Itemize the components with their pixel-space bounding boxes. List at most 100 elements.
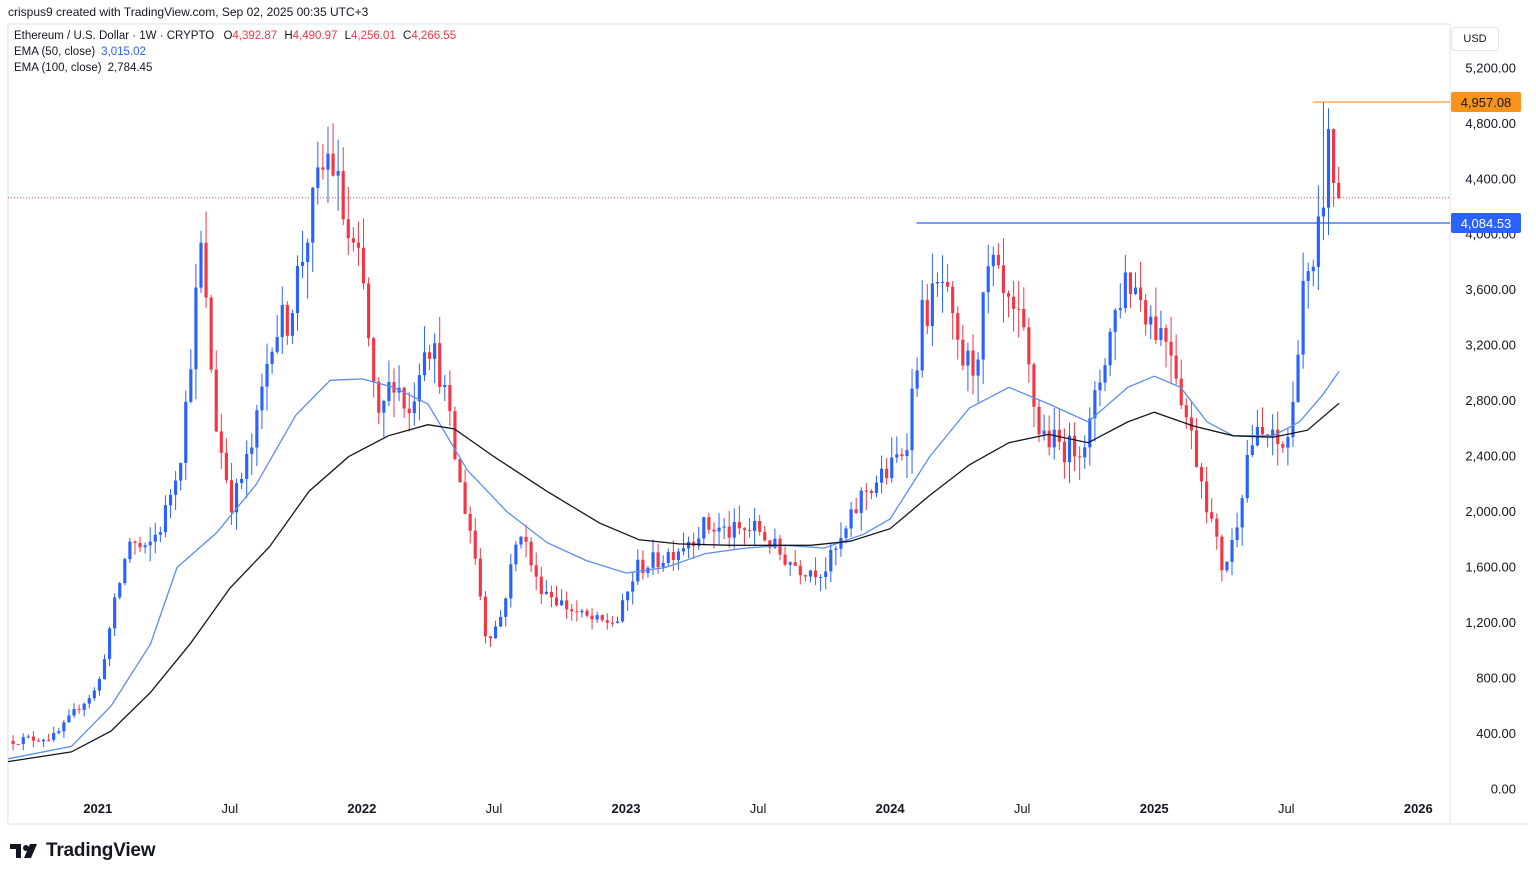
- candle-body: [72, 709, 76, 716]
- legend-symbol[interactable]: Ethereum / U.S. Dollar · 1W · CRYPTO: [14, 30, 215, 42]
- candle-body: [62, 722, 66, 732]
- x-tick-label: 2021: [83, 801, 112, 816]
- candle-body: [102, 659, 107, 680]
- chart-legend: Ethereum / U.S. Dollar · 1W · CRYPTO O4,…: [14, 28, 460, 76]
- candle-body: [910, 388, 914, 451]
- candle-body: [224, 452, 228, 481]
- candle-body: [427, 352, 432, 359]
- candle-body: [219, 431, 223, 453]
- candle-body: [549, 591, 554, 598]
- candle-body: [605, 620, 609, 623]
- candle-body: [1118, 308, 1122, 311]
- candle-body: [1001, 265, 1006, 294]
- tradingview-logo[interactable]: TradingView: [10, 838, 156, 864]
- chart-attribution: crispus9 created with TradingView.com, S…: [8, 5, 369, 19]
- candle-body: [377, 381, 381, 413]
- candle-body: [138, 542, 142, 548]
- candle-body: [1215, 518, 1219, 537]
- candle-body: [189, 369, 193, 402]
- candle-body: [184, 401, 188, 463]
- x-tick-label: 2023: [612, 801, 641, 816]
- legend-ema100-label: EMA (100, close): [14, 62, 102, 74]
- candle-body: [656, 552, 660, 568]
- candle-body: [57, 731, 61, 733]
- candle-body: [493, 626, 498, 639]
- y-tick-label: 2,000.00: [1465, 504, 1516, 519]
- candle-body: [1159, 327, 1163, 341]
- candle-body: [707, 517, 711, 530]
- candle-body: [590, 615, 594, 620]
- candle-body: [1240, 498, 1244, 528]
- candle-body: [981, 292, 985, 360]
- candle-body: [382, 400, 386, 413]
- candle-body: [722, 526, 726, 528]
- candle-body: [885, 468, 889, 479]
- candle-body: [1078, 456, 1082, 458]
- candle-body: [768, 540, 772, 548]
- y-tick-label: 5,200.00: [1465, 60, 1516, 75]
- candle-body: [631, 581, 635, 592]
- legend-ema100-row[interactable]: EMA (100, close) 2,784.45: [14, 60, 460, 76]
- candle-body: [417, 375, 421, 402]
- candle-body: [747, 530, 752, 532]
- candle-body: [1072, 435, 1077, 457]
- candle-body: [534, 565, 538, 577]
- legend-ohlc-row: Ethereum / U.S. Dollar · 1W · CRYPTO O4,…: [14, 28, 460, 44]
- candle-body: [626, 591, 630, 601]
- candle-body: [67, 715, 71, 723]
- legend-open-value: 4,392.87: [232, 30, 278, 42]
- candle-body: [595, 615, 599, 620]
- candle-body: [1164, 327, 1168, 342]
- candle-body: [1093, 390, 1097, 419]
- candle-body: [41, 739, 46, 742]
- candle-body: [1220, 536, 1224, 571]
- candle-body: [514, 544, 518, 565]
- candle-body: [153, 534, 157, 542]
- candle-body: [666, 552, 670, 564]
- candle-body: [524, 536, 528, 542]
- candle-body: [92, 690, 96, 699]
- legend-low-value: 4,256.01: [351, 30, 396, 42]
- candle-body: [742, 528, 747, 531]
- candle-body: [1088, 418, 1092, 448]
- currency-button[interactable]: USD: [1451, 27, 1499, 51]
- x-tick-label: 2022: [347, 801, 376, 816]
- y-tick-label: 4,800.00: [1465, 116, 1516, 131]
- x-tick-label: Jul: [486, 801, 503, 816]
- candle-body: [361, 247, 366, 284]
- candle-body: [179, 462, 183, 481]
- plot-frame: [7, 23, 1451, 825]
- candle-body: [1144, 300, 1148, 325]
- candle-body: [773, 538, 777, 548]
- candle-body: [996, 254, 1000, 266]
- candle-body: [356, 242, 361, 248]
- candle-body: [1184, 405, 1188, 418]
- candle-body: [1154, 316, 1158, 341]
- candle-body: [849, 509, 853, 529]
- candle-body: [1326, 129, 1331, 208]
- candle-body: [1103, 365, 1107, 383]
- candle-body: [143, 545, 147, 548]
- candle-body: [16, 743, 20, 745]
- legend-ema50-row[interactable]: EMA (50, close) 3,015.02: [14, 44, 460, 60]
- candle-body: [554, 597, 559, 606]
- candle-body: [712, 529, 716, 532]
- candle-body: [879, 468, 884, 483]
- candle-body: [758, 520, 762, 532]
- candle-body: [11, 740, 15, 744]
- candle-body: [1083, 447, 1087, 458]
- candle-body: [168, 494, 173, 506]
- x-tick-label: Jul: [222, 801, 239, 816]
- candle-body: [1174, 355, 1178, 379]
- candle-body: [478, 558, 482, 597]
- candle-body: [539, 576, 543, 595]
- candle-body: [488, 636, 493, 639]
- candle-body: [275, 337, 279, 352]
- candle-body: [1113, 310, 1117, 332]
- candle-body: [473, 530, 477, 559]
- candle-body: [925, 300, 929, 327]
- candle-body: [920, 300, 924, 371]
- candle-body: [580, 610, 584, 613]
- candle-body: [280, 305, 284, 338]
